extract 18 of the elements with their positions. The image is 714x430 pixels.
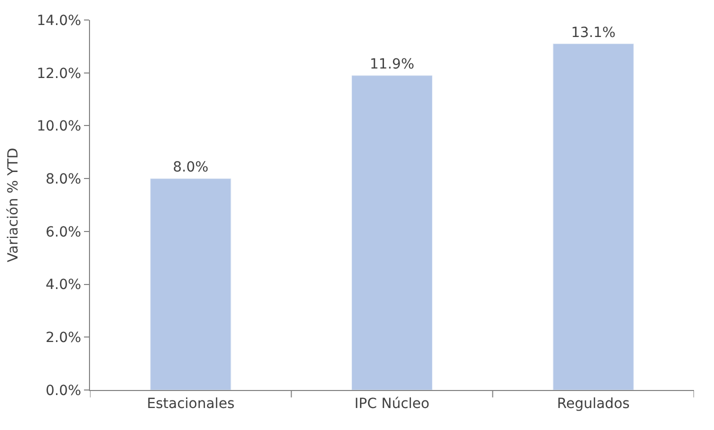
y-tick-label: 0.0% xyxy=(46,382,82,399)
y-tick-label: 10.0% xyxy=(36,118,82,135)
x-tick-label: IPC Núcleo xyxy=(354,396,430,412)
y-tick-label: 12.0% xyxy=(36,66,82,82)
bar xyxy=(552,44,634,390)
y-tick-label: 14.0% xyxy=(36,12,82,29)
data-label: 13.1% xyxy=(571,24,616,41)
bar xyxy=(150,178,232,390)
y-axis-title: Variación % YTD xyxy=(5,148,22,262)
y-tick-label: 2.0% xyxy=(46,330,82,346)
x-tick-label: Regulados xyxy=(556,396,630,412)
bar xyxy=(351,75,433,390)
y-tick-label: 4.0% xyxy=(46,277,82,294)
data-label: 11.9% xyxy=(370,56,414,72)
y-tick-label: 8.0% xyxy=(46,171,82,188)
y-tick-label: 6.0% xyxy=(46,224,82,240)
x-tick-label: Estacionales xyxy=(146,396,234,412)
data-label: 8.0% xyxy=(172,160,208,176)
